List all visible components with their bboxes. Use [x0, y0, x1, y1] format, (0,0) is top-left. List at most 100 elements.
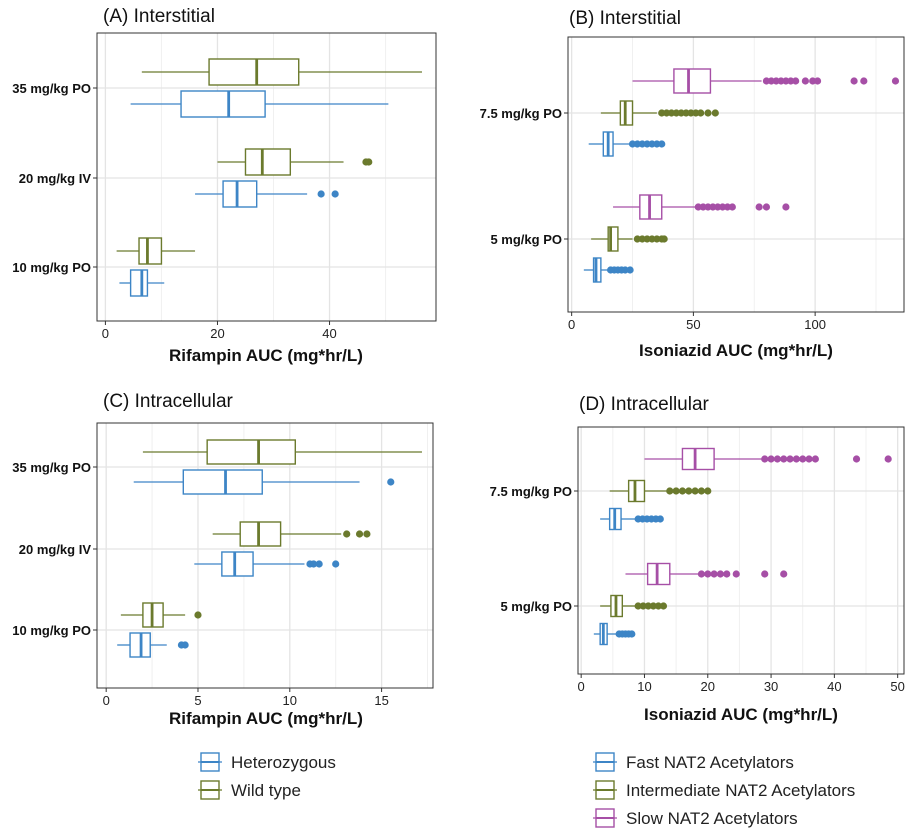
- outlier-point: [654, 602, 662, 610]
- box-5-mg-kg-po-slow-nat2-acetylators: [625, 562, 788, 586]
- x-tick-label: 0: [102, 326, 109, 341]
- outlier-point: [728, 203, 736, 211]
- outlier-point: [317, 190, 325, 198]
- box-7-5-mg-kg-po-slow-nat2-acetylators: [644, 447, 892, 471]
- x-tick-label: 30: [764, 679, 778, 694]
- outlier-point: [678, 487, 687, 495]
- box-iqr: [607, 226, 619, 252]
- outlier-point: [710, 570, 718, 578]
- legend-key-fast-nat2-acetylators: [593, 752, 617, 772]
- box-iqr: [221, 551, 254, 577]
- box-iqr: [244, 148, 292, 176]
- outlier-point: [792, 77, 800, 85]
- legend-isoniazid: Fast NAT2 Acetylators Intermediate NAT2 A…: [593, 752, 855, 828]
- outlier-point: [762, 203, 771, 211]
- gridlines: [97, 33, 436, 321]
- y-tick-label: 5 mg/kg PO: [500, 599, 572, 614]
- x-axis-label: Rifampin AUC (mg*hr/L): [169, 709, 363, 728]
- box-iqr: [627, 479, 646, 503]
- outlier-point: [315, 560, 323, 568]
- outlier-point: [181, 641, 189, 649]
- outlier-point: [658, 140, 666, 148]
- panel-title: (A) Interstitial: [103, 6, 215, 27]
- box-10-mg-kg-po-wild-type: [116, 237, 196, 265]
- box-20-mg-kg-iv-wild-type: [212, 521, 371, 547]
- boxplots: [117, 439, 422, 658]
- x-tick-label: 0: [103, 693, 110, 708]
- outlier-point: [355, 530, 364, 538]
- outlier-point: [697, 570, 706, 578]
- chart-panel-2: 7.5 mg/kg PO 5 mg/kg PO 0 50 100 (B) Intersti…: [480, 8, 905, 360]
- x-tick-label: 0: [568, 317, 575, 332]
- outlier-point: [704, 109, 712, 117]
- x-tick-label: 50: [890, 679, 904, 694]
- outlier-point: [811, 455, 819, 463]
- box-35-mg-kg-po-wild-type: [142, 439, 422, 465]
- y-tick-label: 35 mg/kg PO: [12, 81, 91, 96]
- box-5-mg-kg-po-fast-nat2-acetylators: [593, 622, 636, 646]
- outlier-point: [310, 560, 318, 568]
- outlier-point: [850, 77, 858, 85]
- boxplots: [593, 447, 892, 646]
- box-iqr: [222, 180, 258, 208]
- outlier-point: [792, 455, 800, 463]
- plot-background: [568, 37, 904, 312]
- x-tick-label: 10: [637, 679, 651, 694]
- outlier-point: [704, 487, 712, 495]
- outlier-point: [813, 77, 822, 85]
- box-iqr: [208, 58, 300, 86]
- box-iqr: [239, 521, 282, 547]
- box-5-mg-kg-po-fast-nat2-acetylators: [583, 257, 634, 283]
- outlier-point: [697, 487, 706, 495]
- outlier-point: [732, 570, 740, 578]
- box-7-5-mg-kg-po-fast-nat2-acetylators: [600, 507, 664, 531]
- x-axis-label: Isoniazid AUC (mg*hr/L): [644, 705, 838, 724]
- outlier-point: [626, 266, 634, 274]
- box-7-5-mg-kg-po-intermediate-nat2-acetylators: [600, 100, 719, 126]
- x-tick-label: 40: [322, 326, 336, 341]
- box-7-5-mg-kg-po-intermediate-nat2-acetylators: [609, 479, 712, 503]
- box-iqr: [138, 237, 163, 265]
- outlier-point: [634, 602, 642, 610]
- box-35-mg-kg-po-heterozygous: [133, 469, 395, 495]
- outlier-point: [786, 455, 794, 463]
- outlier-point: [365, 158, 373, 166]
- box-10-mg-kg-po-heterozygous: [117, 632, 189, 658]
- box-5-mg-kg-po-intermediate-nat2-acetylators: [591, 226, 668, 252]
- box-35-mg-kg-po-wild-type: [141, 58, 422, 86]
- box-7-5-mg-kg-po-slow-nat2-acetylators: [632, 68, 900, 94]
- x-axis-label: Rifampin AUC (mg*hr/L): [169, 346, 363, 365]
- x-tick-label: 50: [686, 317, 700, 332]
- outlier-point: [387, 478, 395, 486]
- outlier-point: [363, 530, 371, 538]
- legend-key-intermediate-nat2-acetylators: [593, 780, 617, 800]
- outlier-point: [782, 203, 790, 211]
- box-35-mg-kg-po-heterozygous: [130, 90, 389, 118]
- outlier-point: [891, 77, 900, 85]
- box-20-mg-kg-iv-heterozygous: [195, 180, 339, 208]
- outlier-point: [343, 530, 351, 538]
- outlier-point: [649, 602, 657, 610]
- y-tick-label: 5 mg/kg PO: [490, 232, 562, 247]
- legend-label: Heterozygous: [231, 753, 336, 772]
- outlier-point: [666, 487, 674, 495]
- outlier-point: [656, 515, 664, 523]
- outlier-point: [761, 570, 769, 578]
- y-tick-label: 7.5 mg/kg PO: [480, 106, 562, 121]
- x-tick-label: 10: [283, 693, 297, 708]
- box-iqr: [129, 269, 149, 297]
- y-tick-label: 10 mg/kg PO: [12, 260, 91, 275]
- chart-panel-3: 35 mg/kg PO 20 mg/kg IV 10 mg/kg PO 0 5 10 15 (…: [12, 391, 434, 728]
- y-tick-label: 20 mg/kg IV: [19, 171, 92, 186]
- legend-label: Wild type: [231, 781, 301, 800]
- outlier-point: [767, 455, 775, 463]
- legend-key-wild-type: [198, 780, 222, 800]
- x-tick-label: 20: [210, 326, 224, 341]
- panel-title: (B) Interstitial: [569, 8, 681, 29]
- outlier-point: [659, 602, 668, 610]
- outlier-point: [331, 190, 339, 198]
- box-5-mg-kg-po-slow-nat2-acetylators: [613, 194, 790, 220]
- outlier-point: [672, 487, 680, 495]
- outlier-point: [884, 455, 892, 463]
